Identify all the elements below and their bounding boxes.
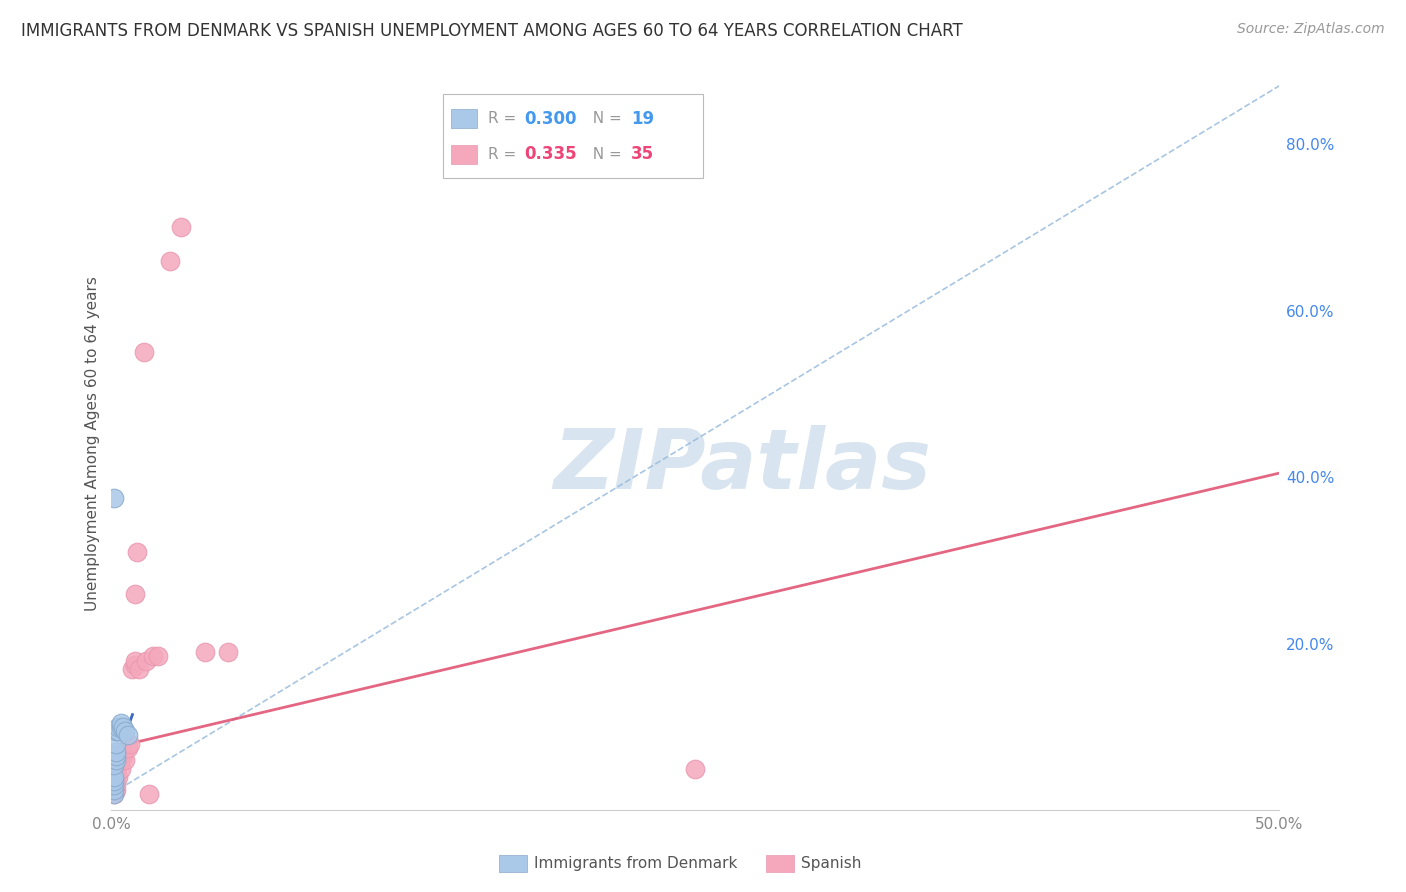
Text: 19: 19 [631,110,654,128]
Point [107,720,129,734]
Text: Immigrants from Denmark: Immigrants from Denmark [534,856,738,871]
Point [103,770,125,784]
Point [103,774,125,789]
Text: 0.300: 0.300 [524,110,576,128]
Point [114,754,136,768]
Text: ZIPatlas: ZIPatlas [553,425,931,507]
Point [112,749,135,764]
Point [103,782,125,797]
Text: 0.335: 0.335 [524,145,576,163]
Point [103,787,125,801]
Point [159,253,181,268]
Point [110,762,132,776]
Point [124,587,146,601]
Point [124,657,146,672]
Text: IMMIGRANTS FROM DENMARK VS SPANISH UNEMPLOYMENT AMONG AGES 60 TO 64 YEARS CORREL: IMMIGRANTS FROM DENMARK VS SPANISH UNEMP… [21,22,963,40]
Point [103,770,125,784]
Text: N =: N = [583,147,627,161]
Text: N =: N = [583,112,627,126]
Point [121,662,143,676]
Point [110,754,132,768]
Point [120,737,142,751]
Point [103,779,125,793]
Point [105,737,128,751]
Point [105,754,128,768]
Point [127,545,149,559]
Point [112,745,135,759]
Text: 35: 35 [631,145,654,163]
Text: R =: R = [488,112,522,126]
Point [135,653,157,667]
Y-axis label: Unemployment Among Ages 60 to 64 years: Unemployment Among Ages 60 to 64 years [86,277,100,611]
Point [217,645,239,659]
Point [194,645,217,659]
Point [110,716,132,731]
Point [132,345,155,359]
Point [146,649,169,664]
Point [107,724,129,739]
Point [105,745,128,759]
Point [103,779,125,793]
Point [112,720,135,734]
Point [105,762,128,776]
Point [105,749,128,764]
Text: Spanish: Spanish [801,856,862,871]
Point [117,741,139,756]
Point [103,774,125,789]
Point [103,766,125,780]
Point [110,720,132,734]
Text: R =: R = [488,147,522,161]
Point [105,724,128,739]
Point [124,653,146,667]
Point [170,220,193,235]
Point [103,782,125,797]
Point [105,770,128,784]
Point [105,779,128,793]
Point [142,649,165,664]
Point [105,782,128,797]
Point [107,770,129,784]
Text: Source: ZipAtlas.com: Source: ZipAtlas.com [1237,22,1385,37]
Point [103,757,125,772]
Point [685,762,707,776]
Point [107,754,129,768]
Point [128,662,150,676]
Point [103,491,125,505]
Point [117,729,139,743]
Point [138,787,160,801]
Point [103,787,125,801]
Point [114,724,136,739]
